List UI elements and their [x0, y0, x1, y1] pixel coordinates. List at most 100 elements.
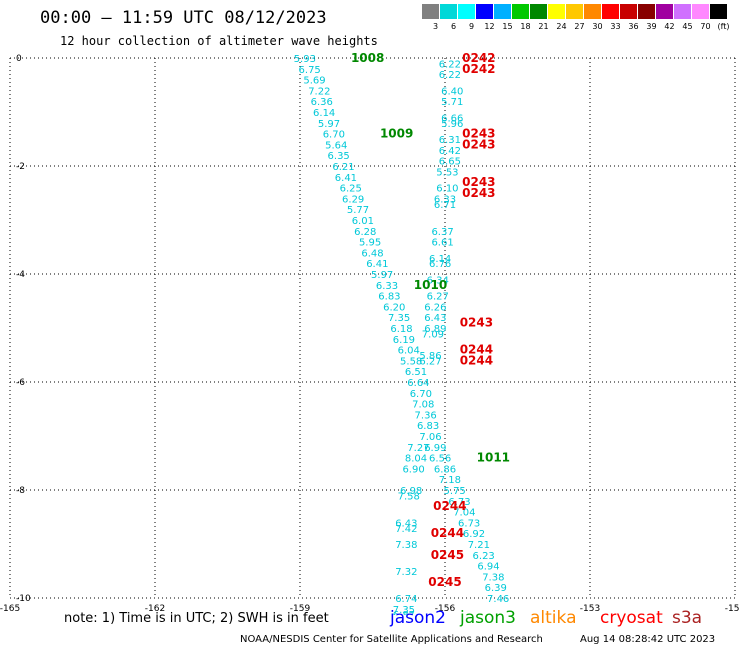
wave-height-label: 7.09	[422, 329, 444, 340]
legend-item-altika: altika	[530, 608, 577, 628]
color-scale-label: 21	[538, 22, 549, 31]
wave-height-label: 6.39	[485, 583, 507, 594]
wave-height-label: 6.87	[393, 610, 415, 615]
wave-height-label: 6.83	[417, 421, 439, 432]
color-scale-label: (ft)	[717, 22, 730, 31]
wave-height-label: 5.97	[371, 270, 393, 281]
color-swatch	[656, 4, 674, 19]
x-tick-label: -153	[580, 604, 600, 614]
y-tick-label: -2	[16, 162, 25, 172]
wave-height-label: 7.18	[439, 475, 461, 486]
wave-height-label: 6.41	[366, 259, 388, 270]
wave-height-label: 6.14	[429, 254, 451, 265]
wave-height-label: 7.32	[395, 567, 417, 578]
wave-height-label: 6.71	[434, 200, 456, 211]
pass-time-label: 0245	[428, 575, 461, 589]
wave-height-label: 7.35	[388, 313, 410, 324]
wave-height-label: 6.33	[434, 194, 456, 205]
color-scale-label: 42	[664, 22, 675, 31]
wave-height-label: 7.27	[407, 443, 429, 454]
wave-height-label: 7.38	[482, 572, 504, 583]
pass-time-label: 0244	[431, 526, 464, 540]
wave-height-label: 6.26	[424, 302, 446, 313]
wave-height-label: 6.48	[361, 248, 383, 259]
pass-time-label: 0243	[462, 186, 495, 200]
wave-height-label: 7.21	[468, 540, 490, 551]
legend-item-jason3: jason3	[460, 608, 516, 628]
color-swatch	[602, 4, 620, 19]
pass-time-label: 0245	[431, 548, 464, 562]
color-swatch	[566, 4, 584, 19]
wave-height-label: 6.37	[431, 227, 453, 238]
wave-height-label: 7.04	[453, 508, 475, 519]
color-swatch	[494, 4, 512, 19]
wave-height-label: 6.18	[390, 324, 412, 335]
pass-time-label: 0243	[462, 175, 495, 189]
pass-time-label: 1009	[380, 127, 413, 141]
wave-height-label: 6.73	[458, 518, 480, 529]
wave-height-label: 6.86	[434, 464, 456, 475]
wave-height-label: 6.90	[402, 464, 424, 475]
x-tick-label: -165	[0, 604, 20, 614]
credit-text: NOAA/NESDIS Center for Satellite Applica…	[240, 634, 543, 645]
wave-height-label: 6.98	[400, 486, 422, 497]
wave-height-label: 6.22	[439, 59, 461, 70]
wave-height-label: 6.65	[439, 157, 461, 168]
wave-height-label: 5.96	[441, 119, 463, 130]
wave-height-label: 5.71	[441, 97, 463, 108]
pass-time-label: 0242	[462, 51, 495, 65]
color-scale-label: 36	[628, 22, 639, 31]
pass-time-label: 1011	[477, 451, 510, 465]
wave-height-label: 7.35	[393, 605, 415, 615]
wave-height-label: 6.43	[424, 313, 446, 324]
color-scale-label: 18	[520, 22, 531, 31]
pass-time-label: 0244	[460, 343, 493, 357]
wave-height-label: 5.97	[318, 119, 340, 130]
color-scale-label: 6	[450, 22, 457, 31]
color-swatch	[476, 4, 494, 19]
wave-height-label: 6.64	[407, 378, 429, 389]
wave-height-label: 6.20	[383, 302, 405, 313]
color-swatch	[638, 4, 656, 19]
wave-height-label: 5.93	[294, 54, 316, 65]
color-swatch	[530, 4, 548, 19]
chart-subtitle: 12 hour collection of altimeter wave hei…	[60, 34, 378, 48]
color-scale-label: 27	[574, 22, 585, 31]
units-note: note: 1) Time is in UTC; 2) SWH is in fe…	[64, 611, 329, 626]
y-tick-label: -8	[16, 486, 25, 496]
wave-height-label: 6.25	[340, 184, 362, 195]
wave-height-label: 6.83	[378, 292, 400, 303]
legend-item-s3a: s3a	[672, 608, 703, 628]
wave-height-label: 6.99	[424, 443, 446, 454]
pass-time-label: 0243	[462, 127, 495, 141]
wave-height-label: 6.74	[395, 594, 417, 605]
wave-height-label: 5.64	[325, 140, 347, 151]
wave-height-label: 6.36	[311, 97, 333, 108]
x-tick-label: -150	[725, 604, 740, 614]
wave-height-label: 6.66	[441, 113, 463, 124]
wave-height-label: 6.76	[429, 259, 451, 270]
pass-time-label: 1010	[414, 278, 447, 292]
legend-item-cryosat: cryosat	[600, 608, 663, 628]
wave-height-label: 6.10	[436, 184, 458, 195]
wave-height-label: 5.58	[400, 356, 422, 367]
wave-height-label: 5.75	[444, 486, 466, 497]
wave-height-label: 6.70	[323, 130, 345, 141]
wave-height-label: 6.92	[463, 529, 485, 540]
wave-height-label: 7.36	[415, 410, 437, 421]
color-scale-label: 15	[502, 22, 513, 31]
wave-height-label: 7.06	[419, 432, 441, 443]
x-tick-label: -162	[145, 604, 165, 614]
color-scale-label: 12	[484, 22, 495, 31]
wave-height-label: 7.08	[412, 400, 434, 411]
wave-height-label: 6.35	[328, 151, 350, 162]
wave-height-label: 6.61	[431, 238, 453, 249]
color-swatch	[512, 4, 530, 19]
y-tick-label: -6	[16, 378, 25, 388]
chart-title: 00:00 – 11:59 UTC 08/12/2023	[40, 8, 327, 28]
color-swatch	[548, 4, 566, 19]
legend-item-jason2: jason2	[390, 608, 446, 628]
wave-height-label: 6.31	[439, 135, 461, 146]
wave-height-label: 6.27	[427, 292, 449, 303]
wave-height-label: 6.70	[410, 389, 432, 400]
